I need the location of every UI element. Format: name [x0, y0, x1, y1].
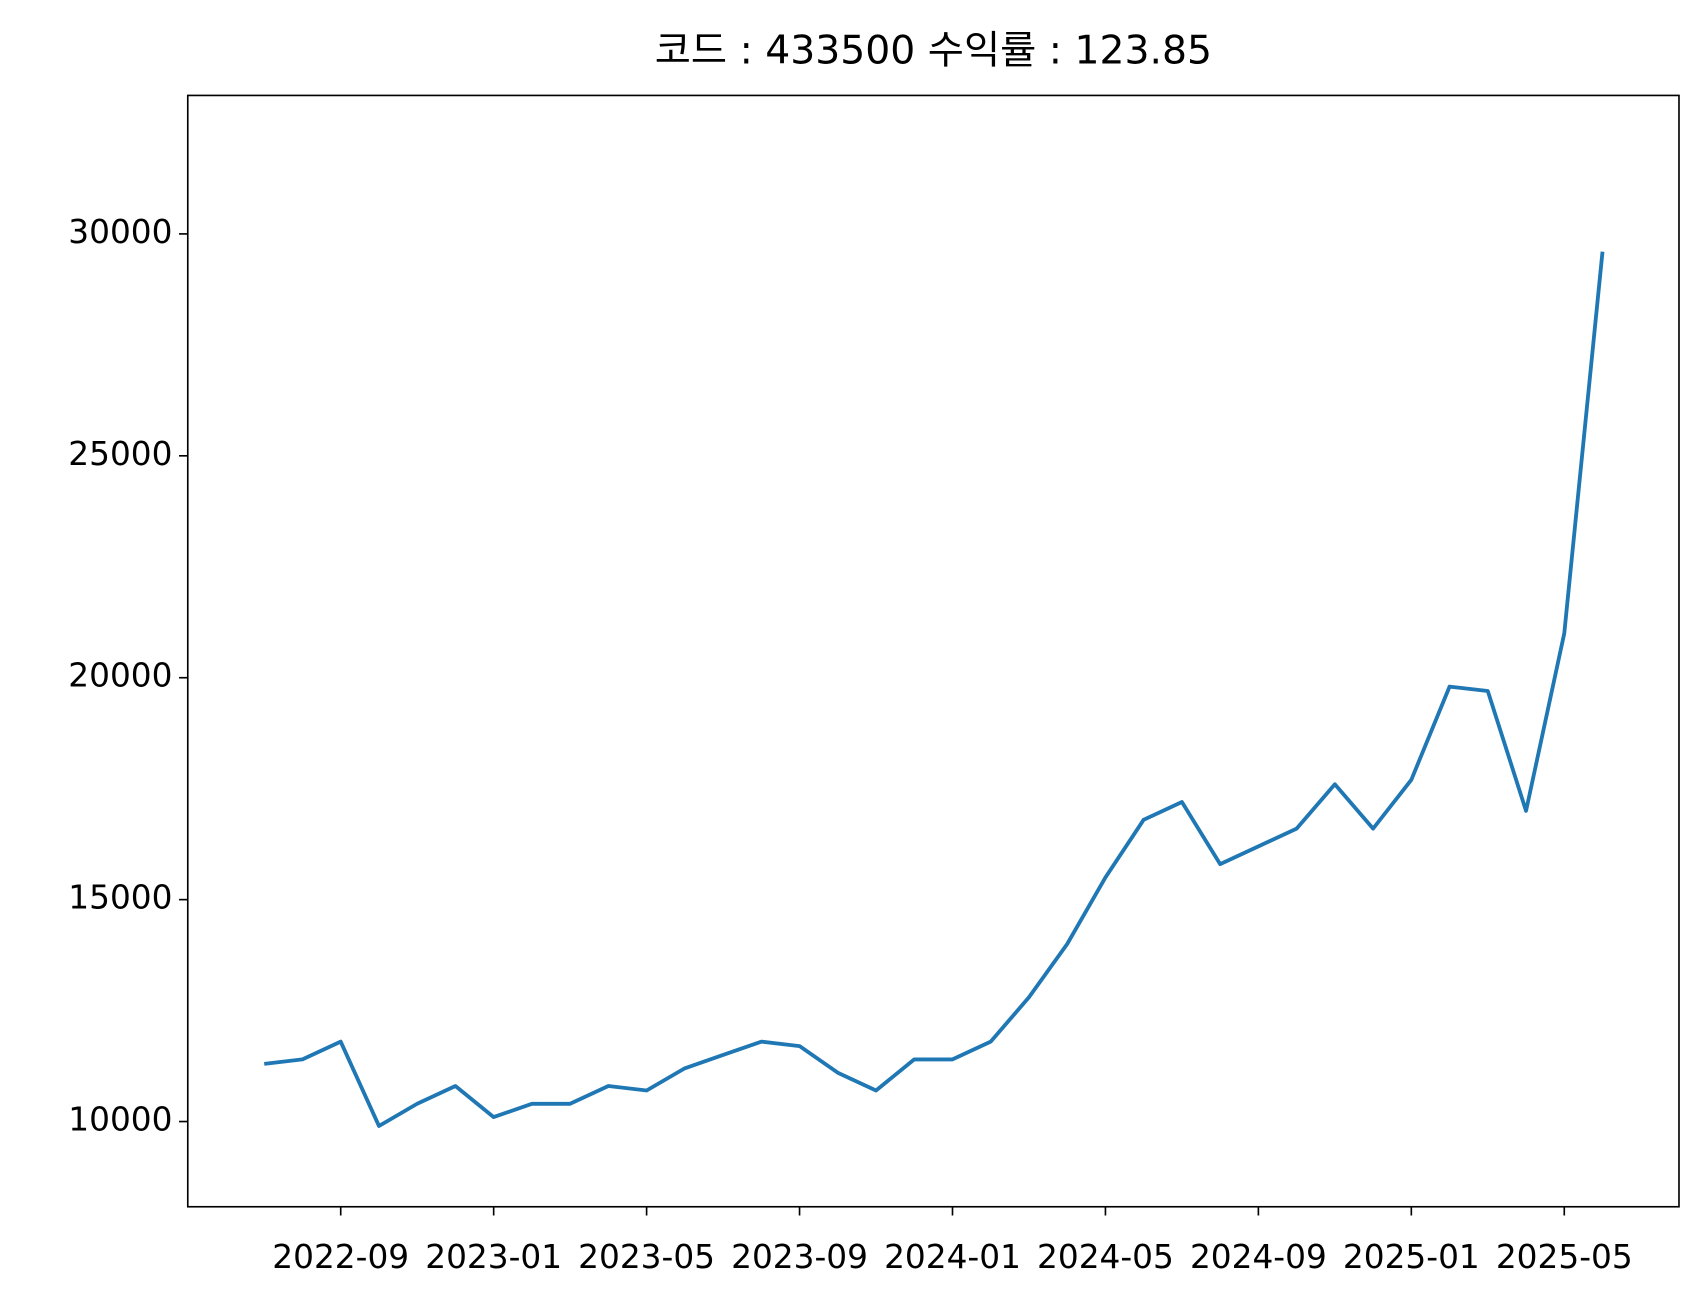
y-tick-label: 30000: [68, 213, 172, 251]
y-tick-label: 20000: [68, 657, 172, 695]
plot-frame: [186, 94, 1680, 1208]
y-tick-label: 15000: [68, 879, 172, 917]
x-tick-label: 2025-01: [1343, 1238, 1480, 1276]
x-tick-label: 2024-05: [1037, 1238, 1174, 1276]
x-tick-label: 2022-09: [272, 1238, 409, 1276]
y-tick-label: 10000: [68, 1101, 172, 1139]
x-tick-label: 2024-09: [1190, 1238, 1327, 1276]
x-tick-label: 2023-01: [425, 1238, 562, 1276]
x-tick-label: 2024-01: [884, 1238, 1021, 1276]
chart-title: 코드 : 433500 수익률 : 123.85: [655, 28, 1212, 73]
y-tick-label: 25000: [68, 435, 172, 473]
x-tick-label: 2023-05: [578, 1238, 715, 1276]
x-tick-label: 2025-05: [1496, 1238, 1633, 1276]
data-line: [264, 251, 1605, 1128]
x-tick-label: 2023-09: [731, 1238, 868, 1276]
